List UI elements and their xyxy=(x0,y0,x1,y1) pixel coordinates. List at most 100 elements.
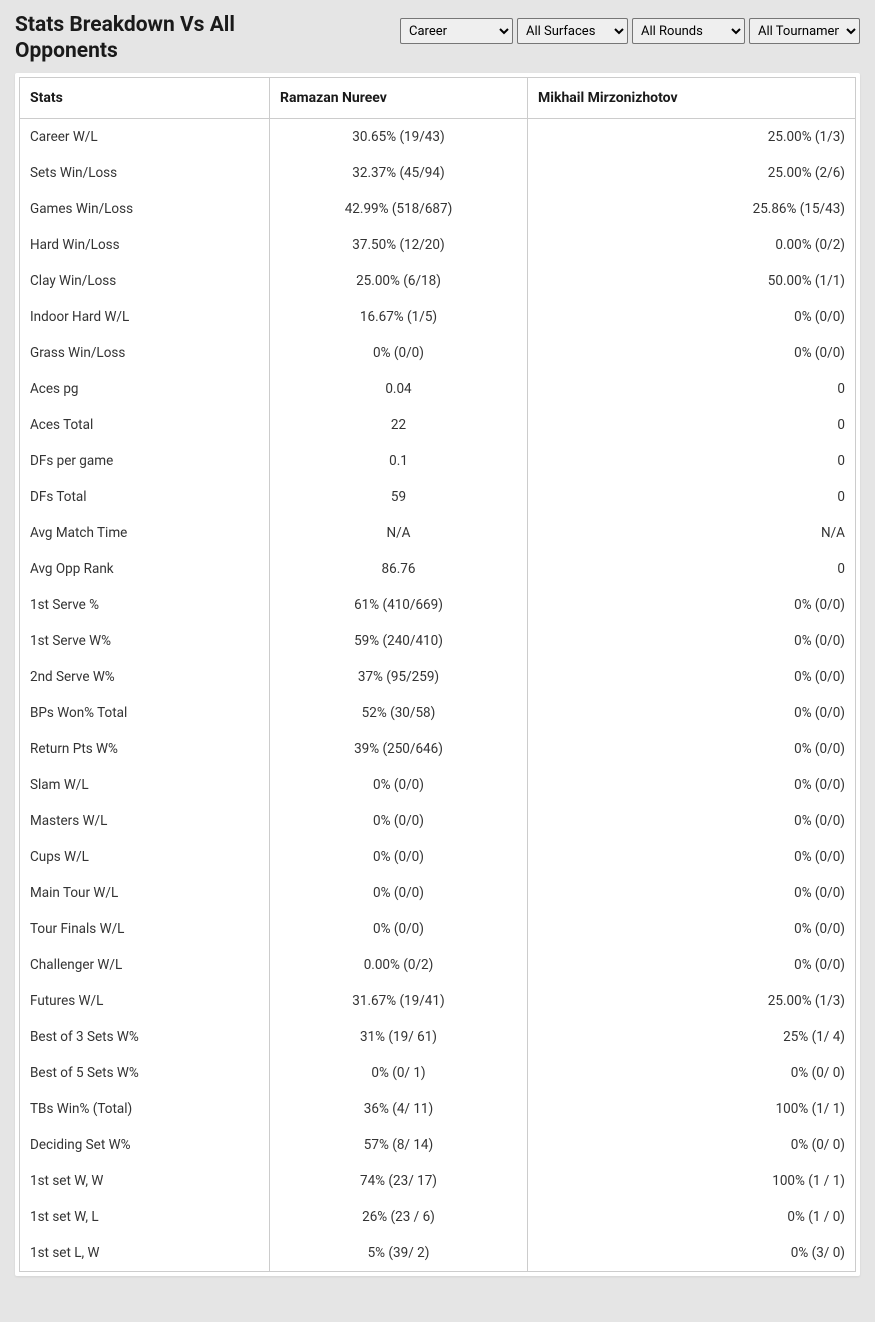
player1-value: 36% (4/ 11) xyxy=(270,1091,528,1127)
career-select[interactable]: Career xyxy=(400,18,513,44)
player1-value: 0% (0/0) xyxy=(270,875,528,911)
player2-value: 100% (1/ 1) xyxy=(528,1091,856,1127)
player1-value: 0% (0/0) xyxy=(270,803,528,839)
player1-value: 59% (240/410) xyxy=(270,623,528,659)
tournaments-select[interactable]: All Tournaments xyxy=(749,18,860,44)
player2-value: 25% (1/ 4) xyxy=(528,1019,856,1055)
stat-label: Aces pg xyxy=(20,371,270,407)
table-row: Cups W/L0% (0/0)0% (0/0) xyxy=(20,839,856,875)
player2-value: 0% (1 / 0) xyxy=(528,1199,856,1235)
table-row: 2nd Serve W%37% (95/259)0% (0/0) xyxy=(20,659,856,695)
table-row: Futures W/L31.67% (19/41)25.00% (1/3) xyxy=(20,983,856,1019)
table-row: Tour Finals W/L0% (0/0)0% (0/0) xyxy=(20,911,856,947)
player2-value: 100% (1 / 1) xyxy=(528,1163,856,1199)
player2-value: 0% (0/0) xyxy=(528,299,856,335)
stat-label: 1st Serve W% xyxy=(20,623,270,659)
stat-label: Futures W/L xyxy=(20,983,270,1019)
column-header-player1: Ramazan Nureev xyxy=(270,77,528,118)
player1-value: 5% (39/ 2) xyxy=(270,1235,528,1272)
page-title: Stats Breakdown Vs All Opponents xyxy=(15,12,335,65)
player1-value: 39% (250/646) xyxy=(270,731,528,767)
table-row: Hard Win/Loss37.50% (12/20)0.00% (0/2) xyxy=(20,227,856,263)
table-row: DFs per game0.10 xyxy=(20,443,856,479)
column-header-stats: Stats xyxy=(20,77,270,118)
player1-value: 16.67% (1/5) xyxy=(270,299,528,335)
player1-value: 30.65% (19/43) xyxy=(270,118,528,155)
stat-label: Best of 3 Sets W% xyxy=(20,1019,270,1055)
player1-value: 0.1 xyxy=(270,443,528,479)
stat-label: Sets Win/Loss xyxy=(20,155,270,191)
table-row: BPs Won% Total52% (30/58)0% (0/0) xyxy=(20,695,856,731)
player1-value: N/A xyxy=(270,515,528,551)
player1-value: 37.50% (12/20) xyxy=(270,227,528,263)
stat-label: Masters W/L xyxy=(20,803,270,839)
table-row: 1st set L, W5% (39/ 2)0% (3/ 0) xyxy=(20,1235,856,1272)
player2-value: 0% (0/0) xyxy=(528,659,856,695)
table-row: 1st set W, L26% (23 / 6)0% (1 / 0) xyxy=(20,1199,856,1235)
rounds-select[interactable]: All Rounds xyxy=(632,18,745,44)
stat-label: Return Pts W% xyxy=(20,731,270,767)
filters: Career All Surfaces All Rounds All Tourn… xyxy=(400,18,860,44)
player2-value: 0% (0/0) xyxy=(528,731,856,767)
stat-label: TBs Win% (Total) xyxy=(20,1091,270,1127)
stat-label: BPs Won% Total xyxy=(20,695,270,731)
player1-value: 32.37% (45/94) xyxy=(270,155,528,191)
table-row: Grass Win/Loss0% (0/0)0% (0/0) xyxy=(20,335,856,371)
player2-value: 25.00% (1/3) xyxy=(528,983,856,1019)
table-row: Career W/L30.65% (19/43)25.00% (1/3) xyxy=(20,118,856,155)
table-row: Slam W/L0% (0/0)0% (0/0) xyxy=(20,767,856,803)
table-row: Aces pg0.040 xyxy=(20,371,856,407)
player1-value: 25.00% (6/18) xyxy=(270,263,528,299)
player2-value: 50.00% (1/1) xyxy=(528,263,856,299)
stat-label: Slam W/L xyxy=(20,767,270,803)
stat-label: Games Win/Loss xyxy=(20,191,270,227)
player2-value: 0 xyxy=(528,407,856,443)
surfaces-select[interactable]: All Surfaces xyxy=(517,18,628,44)
player1-value: 31% (19/ 61) xyxy=(270,1019,528,1055)
table-row: Avg Match TimeN/AN/A xyxy=(20,515,856,551)
player1-value: 86.76 xyxy=(270,551,528,587)
stat-label: 1st set L, W xyxy=(20,1235,270,1272)
table-row: DFs Total590 xyxy=(20,479,856,515)
table-row: Main Tour W/L0% (0/0)0% (0/0) xyxy=(20,875,856,911)
player2-value: 25.00% (2/6) xyxy=(528,155,856,191)
stat-label: Deciding Set W% xyxy=(20,1127,270,1163)
stat-label: 1st set W, L xyxy=(20,1199,270,1235)
table-row: Clay Win/Loss25.00% (6/18)50.00% (1/1) xyxy=(20,263,856,299)
table-row: Deciding Set W%57% (8/ 14)0% (0/ 0) xyxy=(20,1127,856,1163)
player2-value: 0 xyxy=(528,371,856,407)
player1-value: 0% (0/ 1) xyxy=(270,1055,528,1091)
player2-value: 0.00% (0/2) xyxy=(528,227,856,263)
table-row: Best of 5 Sets W%0% (0/ 1)0% (0/ 0) xyxy=(20,1055,856,1091)
stat-label: DFs Total xyxy=(20,479,270,515)
player2-value: 0% (0/ 0) xyxy=(528,1055,856,1091)
column-header-player2: Mikhail Mirzonizhotov xyxy=(528,77,856,118)
table-row: Challenger W/L0.00% (0/2)0% (0/0) xyxy=(20,947,856,983)
player2-value: 0 xyxy=(528,443,856,479)
stats-table-container: Stats Ramazan Nureev Mikhail Mirzonizhot… xyxy=(15,73,860,1276)
table-row: Aces Total220 xyxy=(20,407,856,443)
player2-value: 0% (0/0) xyxy=(528,911,856,947)
player2-value: 0% (3/ 0) xyxy=(528,1235,856,1272)
player2-value: 0% (0/0) xyxy=(528,947,856,983)
stat-label: Main Tour W/L xyxy=(20,875,270,911)
stat-label: 2nd Serve W% xyxy=(20,659,270,695)
player2-value: 0% (0/0) xyxy=(528,839,856,875)
player2-value: 0% (0/0) xyxy=(528,875,856,911)
player1-value: 42.99% (518/687) xyxy=(270,191,528,227)
table-row: TBs Win% (Total)36% (4/ 11)100% (1/ 1) xyxy=(20,1091,856,1127)
table-row: Best of 3 Sets W%31% (19/ 61)25% (1/ 4) xyxy=(20,1019,856,1055)
table-row: 1st Serve W%59% (240/410)0% (0/0) xyxy=(20,623,856,659)
player2-value: 25.86% (15/43) xyxy=(528,191,856,227)
player2-value: 0% (0/0) xyxy=(528,803,856,839)
table-row: Return Pts W%39% (250/646)0% (0/0) xyxy=(20,731,856,767)
player1-value: 0.04 xyxy=(270,371,528,407)
player1-value: 0% (0/0) xyxy=(270,335,528,371)
player2-value: 0% (0/0) xyxy=(528,695,856,731)
player1-value: 0% (0/0) xyxy=(270,839,528,875)
player2-value: 25.00% (1/3) xyxy=(528,118,856,155)
player1-value: 26% (23 / 6) xyxy=(270,1199,528,1235)
player2-value: N/A xyxy=(528,515,856,551)
player1-value: 52% (30/58) xyxy=(270,695,528,731)
stat-label: Hard Win/Loss xyxy=(20,227,270,263)
